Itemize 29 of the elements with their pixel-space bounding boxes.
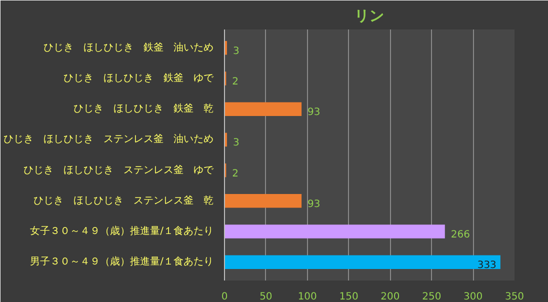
x-tick-label: 100 (298, 292, 317, 302)
x-tick-label: 350 (504, 292, 524, 302)
y-tick-label: ひじき ほしひじき ステンレス釜 ゆで (24, 164, 214, 176)
data-label: 93 (308, 107, 320, 118)
data-label: 2 (232, 168, 239, 180)
y-tick-label: ひじき ほしひじき 鉄釜 乾 (74, 102, 214, 115)
x-tick-label: 150 (339, 292, 358, 302)
data-label: 333 (477, 260, 496, 272)
bar (224, 194, 302, 208)
y-tick-label: ひじき ほしひじき 鉄釜 油いため (44, 41, 214, 54)
x-tick-label: 300 (464, 292, 483, 302)
bar (224, 102, 302, 116)
bar (224, 224, 445, 238)
data-label: 93 (308, 198, 320, 210)
y-tick-label: ひじき ほしひじき ステンレス釜 乾 (34, 194, 214, 206)
data-label: 266 (450, 230, 470, 241)
data-label: 2 (232, 76, 239, 88)
y-tick-label: 女子３０～４９（歳）推進量/１食あたり (30, 225, 214, 238)
y-tick-label: 男子３０～４９（歳）推進量/１食あたり (30, 256, 214, 268)
x-tick-label: 250 (422, 292, 442, 302)
data-label: 3 (232, 46, 240, 57)
data-label: 3 (232, 138, 240, 149)
y-tick-label: ひじき ほしひじき 鉄釜 ゆで (64, 72, 214, 84)
y-tick-label: ひじき ほしひじき ステンレス釜 油いため (4, 133, 214, 146)
x-tick-label: 0 (221, 292, 228, 302)
x-tick-label: 200 (380, 292, 400, 302)
chart-title: リン (354, 8, 384, 24)
x-tick-label: 50 (260, 292, 272, 302)
bar (224, 255, 500, 270)
